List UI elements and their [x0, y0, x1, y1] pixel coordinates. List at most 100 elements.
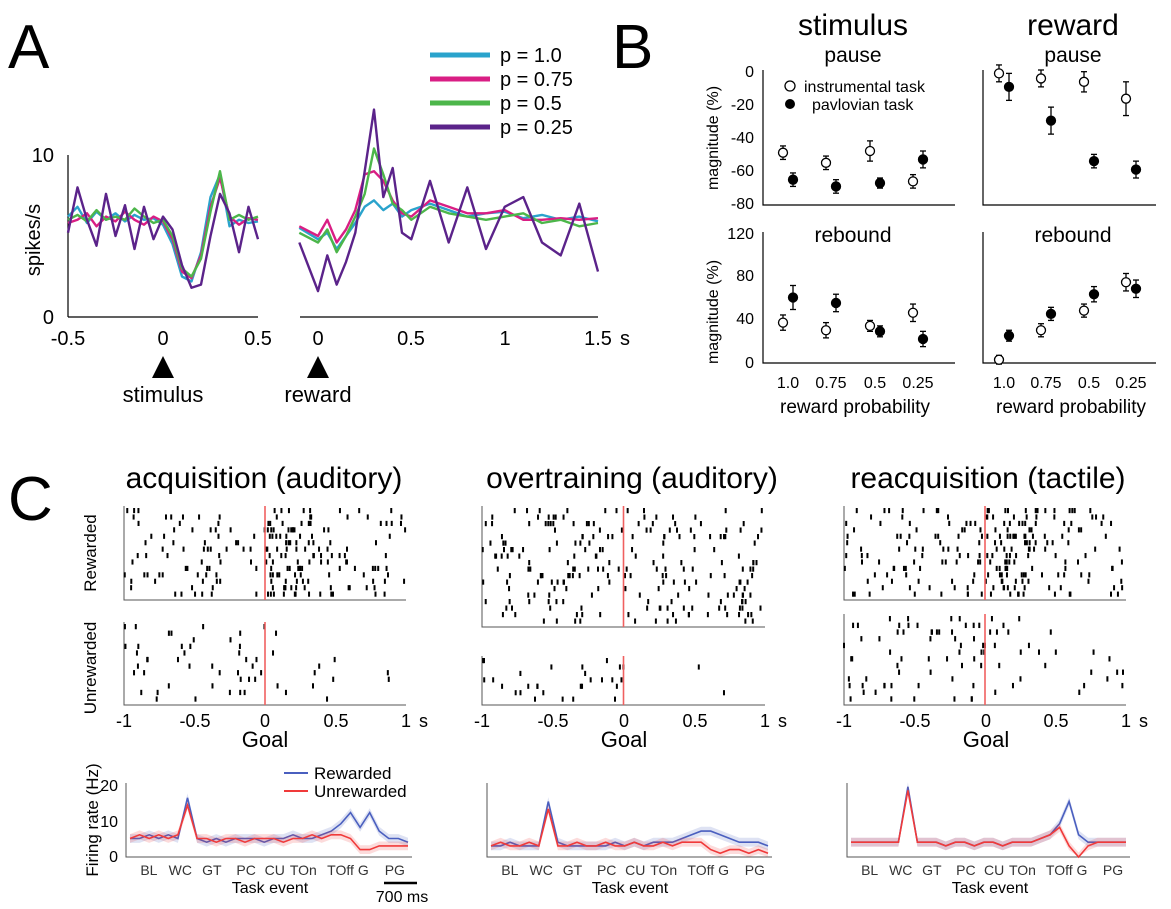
panel-b-col-title: reward [1027, 9, 1119, 42]
panel-a-ytick-0: 0 [43, 307, 54, 329]
fr-event-label: CU [984, 862, 1004, 878]
pavlovian-point [787, 292, 799, 303]
fr-event-label: PC [236, 862, 255, 878]
fr-event-label: GT [922, 862, 942, 878]
fr-event-label: TOn [290, 862, 317, 878]
pavlovian-point [874, 326, 886, 337]
panel-b-ylabel: magnitude (%) [705, 260, 722, 364]
panel-b-ytick: 80 [736, 268, 754, 285]
trace-10 [67, 173, 259, 283]
trace-05 [67, 169, 259, 278]
stimulus-marker-icon [152, 356, 174, 378]
instrumental-point [993, 68, 1005, 79]
pavlovian-point [1088, 155, 1100, 167]
panel-a-stimulus-traces [66, 169, 260, 289]
raster-axis [123, 622, 406, 706]
fr-event-label: TOff [327, 862, 354, 878]
fr-sem-band [851, 782, 1126, 851]
pavlovian-point [1130, 283, 1142, 294]
raster-xlabel: Goal [601, 727, 647, 752]
panel-b-axis-stim-pause [762, 70, 955, 206]
panel-a-xtick: 0.5 [397, 328, 425, 350]
raster-xtick: 0 [619, 711, 629, 731]
fr-line-rewarded [130, 797, 409, 844]
instrumental-point [993, 354, 1005, 365]
fr-sem-band [130, 800, 408, 854]
raster-xtick: 0.5 [1043, 711, 1068, 731]
panel-b-letter: B [612, 13, 653, 82]
fr-xlabel: Task event [232, 880, 309, 897]
raster-axis [481, 506, 765, 628]
pavlovian-point [830, 181, 842, 192]
fr-event-label: TOff [687, 862, 714, 878]
raster-xtick: 1 [401, 711, 411, 731]
instrumental-point [1078, 305, 1090, 316]
panel-b-xlabel: reward probability [780, 397, 930, 418]
panel-b-row-title: pause [824, 44, 881, 67]
trace-075 [67, 176, 259, 280]
panel-b-ylabel: magnitude (%) [705, 86, 722, 190]
trace-025 [298, 108, 600, 293]
trace-025 [66, 186, 260, 289]
fr-event-label: PC [597, 862, 616, 878]
panel-b-ytick: 40 [736, 311, 754, 328]
fr-axis [486, 783, 772, 858]
panel-a-legend: p = 1.0 p = 0.75 p = 0.5 p = 0.25 [430, 45, 573, 139]
fr-event-label: G [358, 862, 369, 878]
panel-b-ytick: -20 [731, 97, 754, 114]
legend-label: p = 0.25 [500, 117, 573, 139]
fr-event-label: PG [385, 862, 405, 878]
raster-xtick: -0.5 [899, 711, 930, 731]
raster-row-label: Rewarded [81, 514, 100, 592]
panel-a-xtick: -0.5 [51, 328, 85, 350]
panel-b-xlabel: reward probability [996, 397, 1146, 418]
panel-c-title: acquisition (auditory) [126, 462, 403, 495]
fr-line-unrewarded [490, 808, 769, 855]
instrumental-point [907, 176, 919, 187]
instrumental-point [1035, 73, 1047, 84]
fr-event-label: PC [956, 862, 975, 878]
fr-event-label: WC [529, 862, 552, 878]
panel-b-axis-rew-pause [982, 70, 1156, 206]
fr-event-label: TOn [650, 862, 677, 878]
fr-ytick: 0 [109, 849, 118, 866]
fr-ytick: 20 [100, 778, 118, 795]
panel-b-xtick: 0.25 [1115, 375, 1146, 392]
legend-label: p = 1.0 [500, 45, 562, 67]
panel-a-xtick: 0.5 [244, 328, 272, 350]
pavlovian-point [787, 174, 799, 185]
instrumental-point [1078, 76, 1090, 87]
panel-b-ytick: 0 [745, 355, 754, 372]
raster-axis [481, 656, 765, 706]
raster-row-label: Unrewarded [81, 622, 100, 715]
fr-ylabel: Firing rate (Hz) [83, 763, 102, 876]
raster-axis [123, 506, 406, 601]
panel-b-xtick: 0.5 [1078, 375, 1100, 392]
instrumental-point [864, 320, 876, 332]
fr-event-label: G [718, 862, 729, 878]
legend-filled-circle-icon [785, 99, 795, 109]
instrumental-point [864, 145, 876, 157]
fr-sem-band [491, 804, 768, 857]
instrumental-point [907, 307, 919, 318]
pavlovian-point [917, 154, 929, 165]
panel-b-axis-rew-rebound [982, 232, 1156, 364]
stimulus-marker-label: stimulus [123, 382, 204, 407]
raster-xtick: -1 [474, 711, 490, 731]
reward-marker-label: reward [284, 382, 351, 407]
panel-b-xtick: 0.5 [864, 375, 886, 392]
instrumental-point [820, 157, 832, 168]
trace-075 [298, 169, 599, 244]
fr-event-label: G [1076, 862, 1087, 878]
raster-xtick: -0.5 [179, 711, 210, 731]
pavlovian-point [1045, 115, 1057, 126]
panel-c: C acquisition (auditory) overtraining (a… [8, 462, 1148, 906]
panel-a-ylabel: spikes/s [23, 204, 45, 276]
panel-b-points [777, 64, 1142, 365]
reward-marker-icon [307, 356, 329, 378]
panel-a: A spikes/s 10 0 -0.5 0 0.5 stimulus 0 0.… [8, 13, 630, 407]
fr-event-label: BL [501, 862, 518, 878]
fr-sem-band [851, 786, 1126, 857]
fr-line-unrewarded [129, 802, 408, 851]
